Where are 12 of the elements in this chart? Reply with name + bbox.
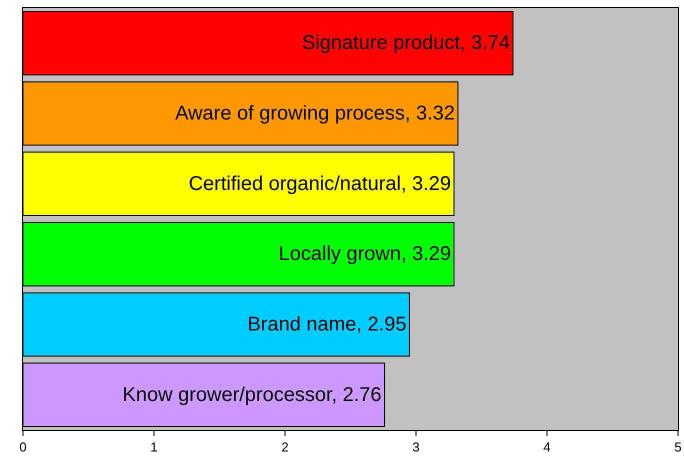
data-label: Certified organic/natural, 3.29: [188, 172, 451, 195]
x-tick-label: 0: [19, 440, 27, 455]
x-tick-label: 1: [150, 440, 158, 455]
data-label: Brand name, 2.95: [247, 314, 406, 336]
x-tick-label: 5: [674, 440, 682, 455]
x-tick-label: 2: [281, 440, 289, 455]
data-label: Signature product, 3.74: [302, 32, 510, 54]
data-label: Know grower/processor, 2.76: [122, 384, 382, 406]
data-label: Aware of growing process, 3.32: [175, 102, 455, 124]
x-tick-label: 4: [543, 440, 551, 455]
x-tick-label: 3: [412, 440, 420, 455]
data-label: Locally grown, 3.29: [278, 243, 451, 266]
